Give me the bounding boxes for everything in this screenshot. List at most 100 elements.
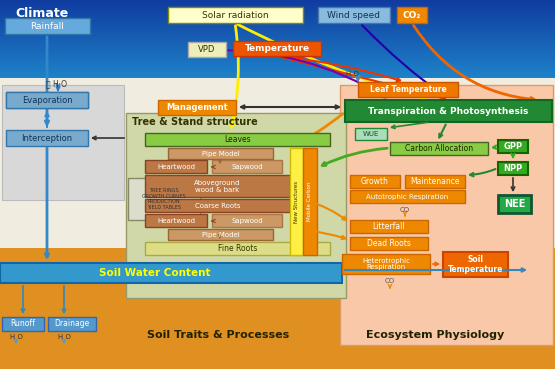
- Bar: [0, 60, 555, 61]
- Bar: [145, 160, 207, 173]
- Bar: [303, 148, 317, 255]
- Bar: [0, 74, 555, 75]
- Text: Interception: Interception: [22, 134, 73, 142]
- Bar: [168, 148, 273, 159]
- Bar: [0, 78, 555, 248]
- Bar: [0, 57, 555, 58]
- Bar: [212, 214, 282, 227]
- Text: Leaf Temperature: Leaf Temperature: [370, 85, 446, 94]
- Bar: [0, 73, 555, 74]
- Bar: [350, 190, 465, 203]
- Bar: [0, 17, 555, 18]
- Bar: [0, 24, 555, 25]
- Bar: [2, 85, 124, 200]
- Text: Evaporation: Evaporation: [22, 96, 72, 104]
- Bar: [0, 29, 555, 30]
- Text: Dead Roots: Dead Roots: [367, 239, 411, 248]
- Bar: [0, 77, 555, 78]
- Text: Temperature: Temperature: [244, 44, 310, 53]
- Text: GPP: GPP: [503, 142, 523, 151]
- Bar: [0, 66, 555, 67]
- Bar: [0, 63, 555, 64]
- Text: Leaves: Leaves: [224, 135, 251, 144]
- Bar: [0, 51, 555, 52]
- Text: Climate: Climate: [16, 7, 69, 20]
- Bar: [443, 252, 508, 277]
- Bar: [0, 33, 555, 34]
- Bar: [0, 248, 555, 369]
- Bar: [0, 40, 555, 41]
- Text: Sapwood: Sapwood: [231, 217, 263, 224]
- Bar: [145, 214, 207, 227]
- Bar: [390, 142, 488, 155]
- Text: Wind speed: Wind speed: [327, 10, 381, 20]
- Text: CO: CO: [400, 207, 410, 213]
- Text: Sapwood: Sapwood: [231, 163, 263, 169]
- Bar: [0, 59, 555, 60]
- Bar: [0, 11, 555, 12]
- Bar: [0, 43, 555, 44]
- Text: WUE: WUE: [363, 131, 379, 137]
- Bar: [0, 0, 555, 1]
- Bar: [0, 9, 555, 10]
- Bar: [0, 50, 555, 51]
- Bar: [350, 220, 428, 233]
- Bar: [0, 8, 555, 9]
- Text: Pipe Model: Pipe Model: [201, 151, 239, 156]
- Bar: [0, 65, 555, 66]
- Text: Management: Management: [166, 103, 228, 112]
- Text: NPP: NPP: [503, 164, 523, 173]
- Bar: [0, 23, 555, 24]
- Bar: [0, 32, 555, 33]
- Bar: [6, 92, 88, 108]
- Bar: [342, 254, 430, 274]
- Text: Runoff: Runoff: [11, 320, 36, 328]
- Text: Fine Roots: Fine Roots: [218, 244, 257, 253]
- Bar: [0, 3, 555, 4]
- Bar: [0, 19, 555, 20]
- Bar: [350, 175, 400, 188]
- Bar: [126, 113, 346, 298]
- Bar: [0, 54, 555, 55]
- Text: H O: H O: [9, 334, 22, 340]
- Bar: [0, 56, 555, 57]
- Bar: [498, 162, 528, 175]
- Bar: [0, 58, 555, 59]
- Bar: [0, 263, 342, 283]
- Bar: [0, 46, 555, 47]
- Bar: [0, 42, 555, 43]
- Bar: [0, 55, 555, 56]
- Text: 🌢 H O: 🌢 H O: [46, 79, 67, 89]
- Bar: [358, 82, 458, 97]
- Bar: [0, 45, 555, 46]
- Bar: [0, 48, 555, 49]
- Bar: [145, 133, 330, 146]
- Bar: [0, 31, 555, 32]
- Bar: [0, 53, 555, 54]
- Bar: [0, 35, 555, 36]
- Bar: [168, 229, 273, 240]
- Bar: [498, 140, 528, 153]
- Text: Transpiration & Photosynthesis: Transpiration & Photosynthesis: [369, 107, 529, 115]
- Text: VPD: VPD: [198, 45, 216, 54]
- Bar: [0, 12, 555, 13]
- Bar: [128, 178, 200, 220]
- Bar: [6, 130, 88, 146]
- Bar: [0, 41, 555, 42]
- Bar: [0, 15, 555, 16]
- Text: Litterfall: Litterfall: [373, 222, 405, 231]
- Text: Pipe Model: Pipe Model: [201, 231, 239, 238]
- Bar: [0, 18, 555, 19]
- Bar: [0, 30, 555, 31]
- Text: H O: H O: [58, 334, 70, 340]
- Bar: [0, 47, 555, 48]
- Bar: [212, 160, 282, 173]
- Bar: [0, 70, 555, 71]
- Bar: [405, 175, 465, 188]
- Bar: [0, 34, 555, 35]
- Text: Autotrophic Respiration: Autotrophic Respiration: [366, 193, 448, 200]
- Bar: [145, 242, 330, 255]
- Text: Solar radiation: Solar radiation: [202, 10, 269, 20]
- Bar: [0, 64, 555, 65]
- Bar: [0, 62, 555, 63]
